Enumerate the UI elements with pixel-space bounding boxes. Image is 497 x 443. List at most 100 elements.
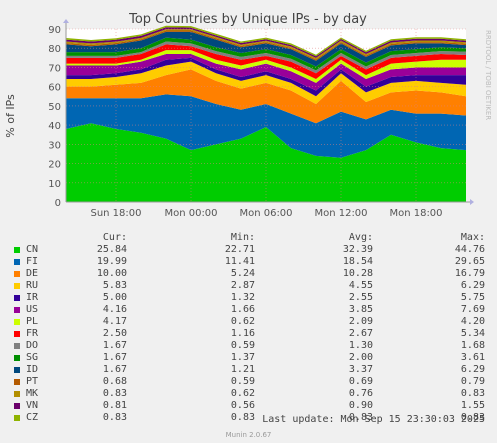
legend-max: 4.20 (460, 316, 485, 327)
legend-swatch (14, 343, 20, 349)
y-tick-label: 10 (48, 179, 61, 190)
legend-swatch (14, 403, 20, 409)
legend-min: 0.56 (230, 400, 255, 411)
legend-max: 0.83 (460, 388, 485, 399)
y-tick-label: 70 (48, 63, 61, 74)
area-id (66, 31, 466, 67)
legend-cur: 10.00 (96, 268, 127, 279)
legend-header-max: Max: (460, 232, 485, 243)
legend-min: 1.32 (230, 292, 255, 303)
legend-name: ID (26, 364, 39, 375)
legend-row-fi: FI 19.99 11.41 18.54 29.65 (0, 256, 497, 268)
legend-swatch (14, 391, 20, 397)
legend-row-pt: PT 0.68 0.59 0.69 0.79 (0, 376, 497, 388)
legend-swatch (14, 271, 20, 277)
legend-avg: 0.69 (348, 376, 373, 387)
legend-avg: 0.83 (348, 412, 373, 423)
legend-row-sg: SG 1.67 1.37 2.00 3.61 (0, 352, 497, 364)
area-do (66, 41, 466, 74)
legend-cur: 5.00 (102, 292, 127, 303)
legend-name: VN (26, 400, 39, 411)
legend-swatch (14, 259, 20, 265)
y-tick-label: 20 (48, 160, 61, 171)
legend-cur: 1.67 (102, 364, 127, 375)
legend-avg: 10.28 (342, 268, 373, 279)
legend-max: 29.65 (454, 256, 485, 267)
y-tick-label: 90 (48, 25, 61, 36)
legend-swatch (14, 415, 20, 421)
legend-name: MK (26, 388, 39, 399)
area-fi (66, 94, 466, 158)
legend-min: 11.41 (224, 256, 255, 267)
legend-swatch (14, 331, 20, 337)
area-us (66, 53, 466, 91)
legend-name: SG (26, 352, 39, 363)
legend-cur: 5.83 (102, 280, 127, 291)
legend-header-avg: Avg: (348, 232, 373, 243)
legend-swatch (14, 295, 20, 301)
legend-name: DO (26, 340, 39, 351)
legend-swatch (14, 319, 20, 325)
y-tick-label: 30 (48, 140, 61, 151)
legend-max: 16.79 (454, 268, 485, 279)
legend-name: CN (26, 244, 39, 255)
legend-swatch (14, 355, 20, 361)
legend-row-ru: RU 5.83 2.87 4.55 6.29 (0, 280, 497, 292)
legend-avg: 3.85 (348, 304, 373, 315)
legend-name: FI (26, 256, 39, 267)
legend-row-fr: FR 2.50 1.16 2.67 5.34 (0, 328, 497, 340)
y-axis-label: % of IPs (4, 94, 17, 138)
legend-max: 1.55 (460, 400, 485, 411)
legend-header-cur: Cur: (102, 232, 127, 243)
legend-row-do: DO 1.67 0.59 1.30 1.68 (0, 340, 497, 352)
x-tick-label: Mon 12:00 (314, 208, 367, 219)
legend-row-us: US 4.16 1.66 3.85 7.69 (0, 304, 497, 316)
legend-min: 0.59 (230, 376, 255, 387)
legend-min: 2.87 (230, 280, 255, 291)
legend-min: 22.71 (224, 244, 255, 255)
legend-avg: 2.00 (348, 352, 373, 363)
legend-name: FR (26, 328, 39, 339)
legend-row-mk: MK 0.83 0.62 0.76 0.83 (0, 388, 497, 400)
legend-cur: 0.81 (102, 400, 127, 411)
legend-swatch (14, 283, 20, 289)
legend-cur: 0.83 (102, 412, 127, 423)
area-ru (66, 61, 466, 104)
x-tick-label: Mon 00:00 (164, 208, 217, 219)
legend-min: 1.21 (230, 364, 255, 375)
legend-row-ir: IR 5.00 1.32 2.55 5.75 (0, 292, 497, 304)
y-tick-label: 0 (55, 198, 61, 209)
legend-header: Cur: Min: Avg: Max: (0, 232, 497, 244)
x-tick-label: Sun 18:00 (90, 208, 141, 219)
x-axis-arrow (470, 199, 474, 205)
legend-name: IR (26, 292, 39, 303)
legend-avg: 3.37 (348, 364, 373, 375)
area-cn (66, 123, 466, 202)
legend-name: PT (26, 376, 39, 387)
legend-avg: 2.67 (348, 328, 373, 339)
legend-swatch (14, 379, 20, 385)
legend-swatch (14, 247, 20, 253)
legend-cur: 2.50 (102, 328, 127, 339)
area-pl (66, 50, 466, 83)
legend-row-pl: PL 4.17 0.62 2.09 4.20 (0, 316, 497, 328)
legend-max: 1.68 (460, 340, 485, 351)
chart-title: Top Countries by Unique IPs - by day (128, 12, 367, 27)
legend-cur: 25.84 (96, 244, 127, 255)
legend-swatch (14, 307, 20, 313)
y-axis-arrow (63, 19, 69, 23)
legend-cur: 4.16 (102, 304, 127, 315)
legend-cur: 1.67 (102, 340, 127, 351)
legend-avg: 0.76 (348, 388, 373, 399)
legend-avg: 18.54 (342, 256, 373, 267)
y-tick-label: 40 (48, 121, 61, 132)
x-tick-label: Mon 18:00 (389, 208, 442, 219)
legend-name: DE (26, 268, 39, 279)
legend-cur: 19.99 (96, 256, 127, 267)
legend-cur: 1.67 (102, 352, 127, 363)
legend-min: 0.62 (230, 388, 255, 399)
legend-row-id: ID 1.67 1.21 3.37 6.29 (0, 364, 497, 376)
legend-max: 44.76 (454, 244, 485, 255)
